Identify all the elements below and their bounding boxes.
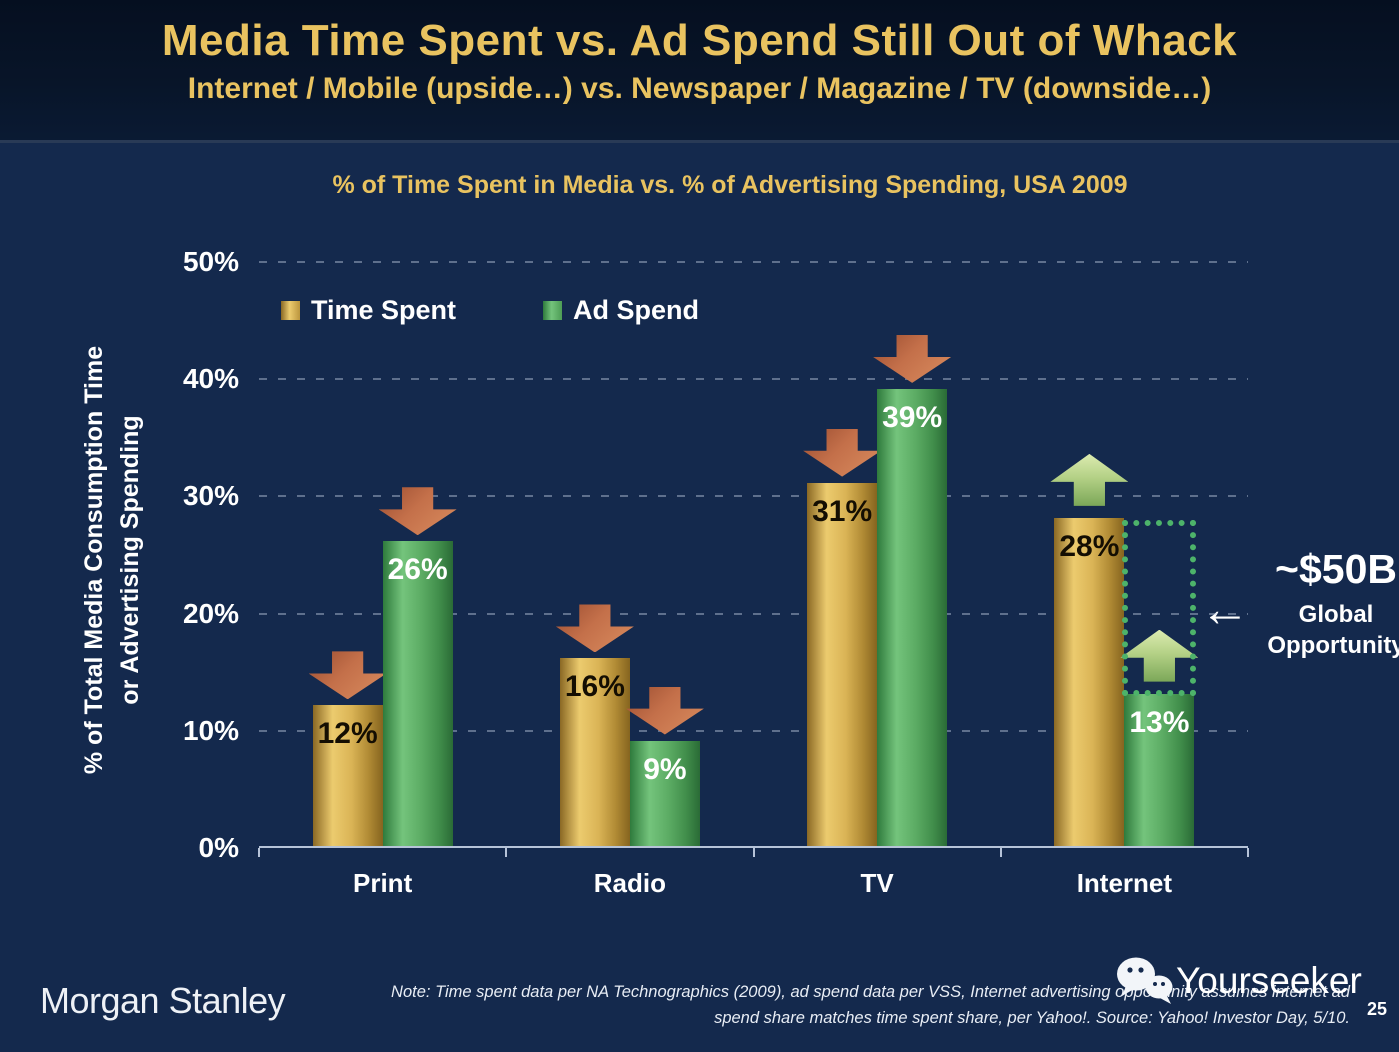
opportunity-value: ~$50B bbox=[1275, 546, 1397, 592]
bar-value-time-spent-internet: 28% bbox=[1059, 529, 1120, 563]
category-label-tv: TV bbox=[860, 868, 894, 898]
source-note-line2: spend share matches time spent share, pe… bbox=[714, 1009, 1350, 1028]
y-tick-label-0: 0% bbox=[198, 832, 239, 863]
y-axis-label: % of Total Media Consumption Time or Adv… bbox=[76, 346, 149, 774]
gridline-40 bbox=[259, 378, 1248, 381]
up-arrow-icon bbox=[1050, 453, 1129, 506]
slide-title: Media Time Spent vs. Ad Spend Still Out … bbox=[161, 16, 1238, 65]
y-tick-label-20: 20% bbox=[182, 597, 239, 629]
x-axis-tick bbox=[1247, 848, 1249, 857]
wechat-icon bbox=[1117, 957, 1173, 1004]
bar-value-ad-spend-radio: 9% bbox=[643, 752, 687, 786]
x-axis-tick bbox=[752, 848, 755, 857]
y-tick-label-30: 30% bbox=[182, 480, 239, 512]
down-arrow-icon bbox=[308, 651, 387, 700]
y-axis-label-line1: % of Total Media Consumption Time bbox=[79, 345, 108, 775]
chart-title: % of Time Spent in Media vs. % of Advert… bbox=[332, 171, 1128, 199]
category-label-internet: Internet bbox=[1076, 868, 1173, 898]
left-arrow-icon: ← bbox=[1200, 581, 1250, 637]
x-axis-tick bbox=[258, 848, 260, 857]
morgan-stanley-logo: Morgan Stanley bbox=[40, 980, 286, 1021]
legend-label-ad-spend: Ad Spend bbox=[573, 295, 699, 325]
bar-ad-spend-print bbox=[382, 541, 453, 846]
category-label-print: Print bbox=[353, 868, 413, 898]
legend-item-time-spent: Time Spent bbox=[281, 295, 543, 326]
watermark-text: Yourseeker bbox=[1176, 960, 1362, 1001]
y-tick-label-50: 50% bbox=[182, 246, 239, 277]
bar-value-time-spent-tv: 31% bbox=[812, 494, 873, 528]
bar-ad-spend-tv bbox=[877, 388, 948, 846]
legend-label-time-spent: Time Spent bbox=[311, 295, 457, 325]
bar-time-spent-tv bbox=[807, 482, 878, 846]
x-axis-tick bbox=[505, 848, 508, 857]
y-axis-label-line2: or Advertising Spending bbox=[116, 415, 144, 705]
opportunity-caption: Global Opportunity bbox=[1252, 599, 1399, 661]
y-tick-label-40: 40% bbox=[182, 363, 239, 395]
slide-header: Media Time Spent vs. Ad Spend Still Out … bbox=[0, 0, 1399, 143]
opportunity-caption-line1: Global bbox=[1298, 601, 1374, 628]
down-arrow-icon bbox=[873, 334, 952, 383]
gridline-20 bbox=[259, 612, 1248, 615]
bar-time-spent-print bbox=[312, 705, 383, 846]
source-note-line1: Note: Time spent data per NA Technograph… bbox=[391, 983, 1350, 1001]
gridline-10 bbox=[259, 729, 1248, 732]
bar-value-time-spent-radio: 16% bbox=[564, 670, 625, 704]
bar-value-time-spent-print: 12% bbox=[317, 717, 378, 751]
slide-subtitle: Internet / Mobile (upside…) vs. Newspape… bbox=[187, 72, 1212, 105]
bar-value-ad-spend-tv: 39% bbox=[882, 400, 943, 434]
legend-item-ad-spend: Ad Spend bbox=[543, 295, 805, 326]
bar-ad-spend-radio bbox=[629, 740, 700, 846]
legend: Time Spent Ad Spend bbox=[281, 295, 805, 326]
down-arrow-icon bbox=[625, 686, 704, 735]
plot-area: Time Spent Ad Spend ← ~$50B Global Oppor… bbox=[183, 246, 1399, 898]
category-label-radio: Radio bbox=[593, 868, 666, 898]
gridline-30 bbox=[259, 495, 1248, 498]
bar-ad-spend-internet bbox=[1124, 693, 1195, 846]
page-number: 25 bbox=[1366, 999, 1387, 1019]
gridline-50 bbox=[259, 261, 1248, 263]
ad-spend-swatch-icon bbox=[543, 301, 562, 320]
time-spent-swatch-icon bbox=[281, 301, 300, 320]
down-arrow-icon bbox=[803, 428, 882, 477]
opportunity-box bbox=[1122, 519, 1197, 696]
y-tick-label-10: 10% bbox=[182, 714, 239, 746]
bar-time-spent-radio bbox=[559, 658, 630, 846]
source-note: Note: Time spent data per NA Technograph… bbox=[300, 979, 1350, 1032]
bar-time-spent-internet bbox=[1054, 517, 1125, 846]
bar-value-ad-spend-internet: 13% bbox=[1129, 705, 1190, 739]
x-axis-tick bbox=[999, 848, 1002, 857]
opportunity-annotation: ← ~$50B Global Opportunity bbox=[1200, 546, 1399, 661]
opportunity-caption-line2: Opportunity bbox=[1267, 632, 1399, 660]
bar-value-ad-spend-print: 26% bbox=[387, 553, 448, 587]
watermark: Yourseeker bbox=[1112, 954, 1362, 1008]
